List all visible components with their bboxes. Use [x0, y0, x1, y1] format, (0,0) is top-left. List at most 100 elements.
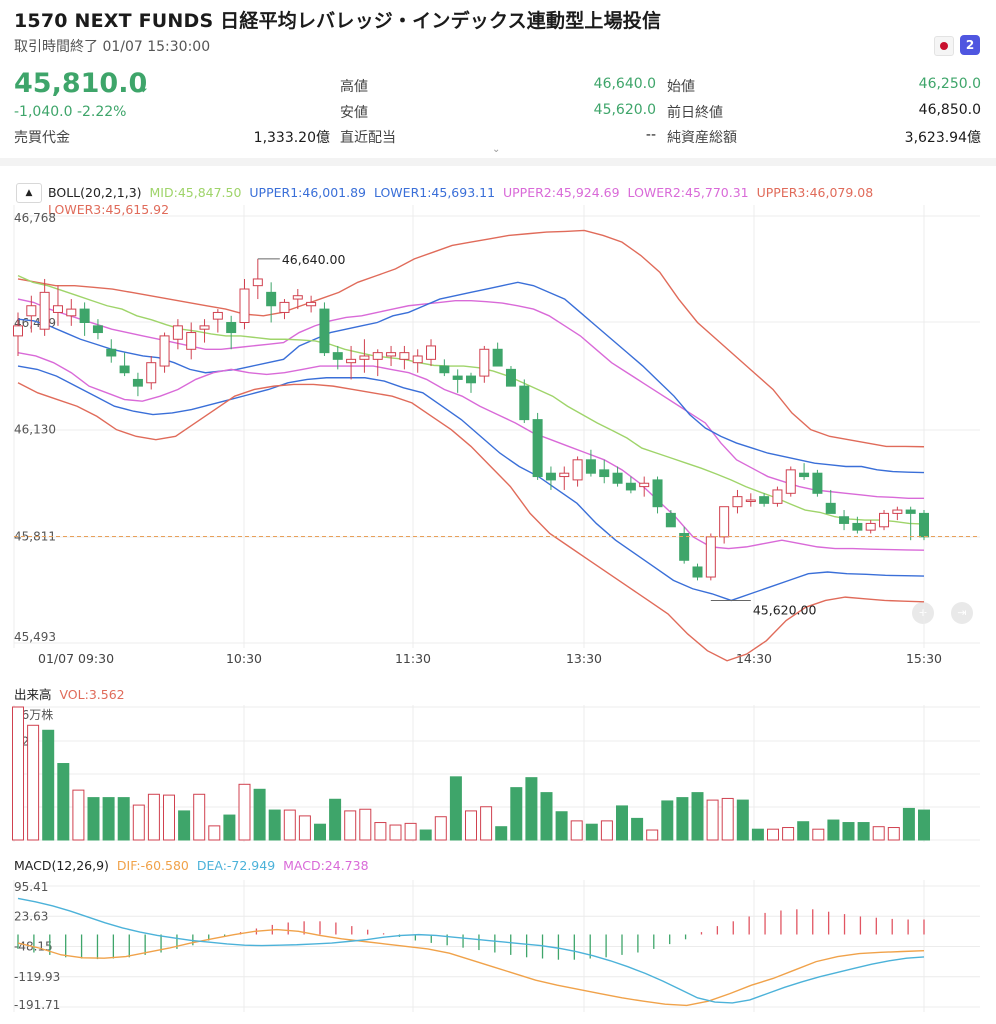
volume-bar [827, 819, 840, 841]
candle-body [492, 348, 503, 367]
expand-chevron-icon[interactable]: ⌄ [492, 144, 501, 155]
candle-body [719, 506, 730, 538]
volume-name: 出来高 [14, 687, 52, 702]
candle-body [919, 512, 929, 538]
volume-bar [872, 826, 885, 841]
candle-body [306, 301, 317, 307]
collapse-indicator-icon[interactable]: ▲ [16, 183, 42, 203]
volume-bar [631, 817, 644, 841]
volume-bar [389, 824, 402, 841]
candle-body [679, 532, 690, 561]
candle-body [239, 288, 250, 323]
dividend-label: 直近配当 [340, 130, 396, 146]
volume-value: VOL:3.562 [59, 687, 125, 702]
volume-bar [419, 829, 432, 841]
volume-bar [646, 829, 659, 841]
volume-bar [434, 816, 447, 841]
candle-body [839, 516, 850, 524]
boll-lower1-line [17, 365, 925, 602]
y-tick-label: 46,130 [14, 423, 56, 437]
boll-upper1: UPPER1:46,001.89 [249, 185, 366, 200]
volume-bar [600, 820, 613, 841]
x-tick-label: 10:30 [226, 651, 262, 666]
macd-tick-label: 95.41 [14, 880, 48, 894]
volume-bar [676, 797, 689, 841]
candle-body [39, 291, 50, 330]
down-arrow-icon: ⬇ [137, 78, 150, 96]
candle-body [692, 566, 703, 578]
candle-body [26, 305, 37, 317]
candle-body [599, 469, 610, 478]
volume-bar [298, 815, 311, 841]
candle-body [332, 352, 343, 360]
x-tick-label: 13:30 [566, 651, 602, 666]
volume-bar [570, 820, 583, 841]
volume-bar [87, 797, 100, 841]
boll-lower2: LOWER2:45,770.31 [627, 185, 749, 200]
volume-bar [842, 822, 855, 841]
fullscreen-icon[interactable]: ⇥ [951, 602, 973, 624]
volume-bar [72, 789, 85, 841]
candle-body [772, 489, 783, 504]
volume-bar [736, 799, 749, 841]
candle-body [252, 278, 263, 287]
open-label: 始値 [667, 79, 695, 95]
candle-body [13, 325, 23, 337]
candle-body [399, 352, 410, 360]
candle-body [745, 499, 756, 502]
candle-body [652, 479, 663, 508]
candle-body [505, 368, 516, 387]
japan-flag-icon [934, 36, 954, 56]
volume-bar [585, 823, 598, 841]
x-tick-label: 11:30 [395, 651, 431, 666]
boll-upper3-line [17, 229, 925, 448]
volume-bar [102, 797, 115, 841]
volume-bar [540, 792, 553, 841]
macd-tick-label: 23.63 [14, 909, 48, 923]
candle-body [226, 321, 237, 334]
zoom-in-icon[interactable]: + [912, 602, 934, 624]
macd-dif: DIF:-60.580 [116, 858, 189, 873]
boll-name: BOLL(20,2,1,3) [48, 185, 142, 200]
leverage-icon[interactable]: 2 [960, 35, 980, 55]
volume-bar [208, 825, 221, 841]
volume-bar [525, 777, 538, 841]
page-title: 1570 NEXT FUNDS 日経平均レバレッジ・インデックス連動型上場投信 [14, 10, 662, 32]
volume-bar [223, 814, 236, 841]
volume-bar [344, 810, 357, 841]
candle-body [106, 348, 117, 357]
candle-body [359, 355, 370, 360]
prev-close-value: 46,850.0 [918, 102, 981, 118]
boll-upper2: UPPER2:45,924.69 [503, 185, 620, 200]
volume-bar [887, 827, 900, 841]
candle-body [892, 509, 903, 514]
candle-body [625, 482, 636, 491]
macd-name: MACD(12,26,9) [14, 858, 109, 873]
candle-body [905, 509, 916, 514]
volume-bar [721, 797, 734, 841]
volume-bar [812, 828, 825, 841]
x-tick-label: 15:30 [906, 651, 942, 666]
macd-macd: MACD:24.738 [283, 858, 369, 873]
volume-bar [661, 800, 674, 841]
boll-mid: MID:45,847.50 [149, 185, 242, 200]
volume-bar [329, 798, 342, 841]
candle-body [119, 365, 130, 374]
volume-bar [751, 828, 764, 841]
volume-bar [12, 706, 24, 841]
high-label: 高値 [340, 79, 368, 95]
high-value: 46,640.0 [593, 76, 656, 92]
macd-dea-line [17, 897, 925, 1004]
candle-body [705, 536, 716, 578]
boll-lower1: LOWER1:45,693.11 [373, 185, 496, 200]
volume-bar [480, 806, 493, 841]
candle-body [412, 355, 423, 364]
candle-body [386, 352, 397, 357]
candle-body [199, 325, 210, 330]
candle-body [559, 472, 570, 478]
candle-body [732, 496, 743, 508]
volume-bar [57, 763, 70, 841]
candle-body [159, 335, 170, 367]
section-divider [0, 158, 996, 166]
